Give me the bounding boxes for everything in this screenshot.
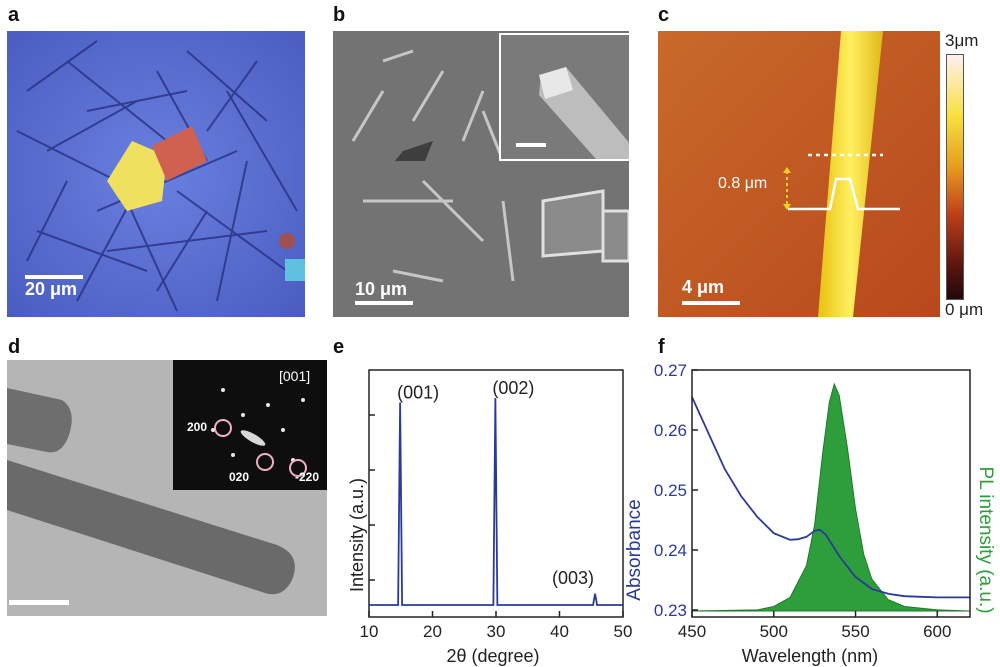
panel-letter-f: f (658, 336, 665, 358)
plot-frame (691, 369, 971, 618)
y-tick-label: 0.24 (654, 541, 687, 560)
y-axis-label: Intensity (a.u.) (347, 478, 367, 592)
x-tick-label: 600 (923, 622, 951, 641)
zone-axis-label: [001] (279, 368, 311, 384)
height-label: 0.8 μm (718, 175, 768, 192)
tem-image: [001] 200 020 -220 (7, 360, 327, 616)
afm-image: 0.8 μm 4 μm (658, 31, 940, 317)
x-tick-label: 40 (550, 622, 569, 641)
absorbance-pl-chart: Absorbance PL intensity (a.u.) Wavelengt… (624, 361, 996, 666)
absorbance-spectrum (691, 396, 970, 599)
color-bar-bottom-label: 0 μm (945, 300, 984, 319)
spot-label-220: -220 (295, 470, 320, 484)
y-tick-label: 0.23 (654, 601, 687, 620)
panel-letter-c: c (658, 4, 670, 26)
panel-letter-e: e (333, 336, 345, 358)
spot-label-200: 200 (187, 420, 208, 434)
sem-image: 10 μm (333, 31, 629, 317)
diffraction-inset: [001] 200 020 -220 (173, 360, 327, 490)
pl-spectrum (691, 382, 971, 612)
y-tick-label: 0.27 (654, 361, 687, 380)
x-tick-label: 10 (360, 622, 379, 641)
x-tick-label: 500 (760, 622, 788, 641)
y-axis-label-left: Absorbance (624, 499, 645, 600)
peak-label: (003) (552, 568, 594, 588)
scale-bar-label: 10 μm (355, 279, 408, 299)
optical-micrograph: 20 μm (7, 31, 305, 317)
color-bar-top-label: 3μm (945, 31, 979, 50)
panel-letter-b: b (333, 4, 346, 26)
sem-inset (499, 33, 629, 161)
peak-label: (001) (397, 383, 439, 403)
color-bar (946, 54, 964, 300)
x-tick-label: 450 (678, 622, 706, 641)
panel-letter-a: a (8, 4, 20, 26)
spot-label-020: 020 (229, 470, 250, 484)
y-tick-label: 0.25 (654, 481, 687, 500)
x-tick-label: 550 (841, 622, 869, 641)
x-axis-label: 2θ (degree) (446, 646, 539, 666)
x-tick-label: 50 (614, 622, 633, 641)
xrd-chart: Intensity (a.u.) 2θ (degree) 10 20 30 40 50 (… (347, 369, 633, 666)
xrd-trace (369, 397, 623, 606)
scale-bar-label: 20 μm (25, 279, 78, 299)
y-tick-label: 0.26 (654, 421, 687, 440)
peak-label: (002) (492, 378, 534, 398)
y-axis-label-right: PL intensity (a.u.) (975, 466, 996, 613)
x-tick-label: 20 (423, 622, 442, 641)
x-tick-label: 30 (487, 622, 506, 641)
x-axis-label: Wavelength (nm) (742, 646, 878, 666)
scale-bar-label: 4 μm (682, 277, 725, 297)
panel-letter-d: d (8, 336, 21, 358)
